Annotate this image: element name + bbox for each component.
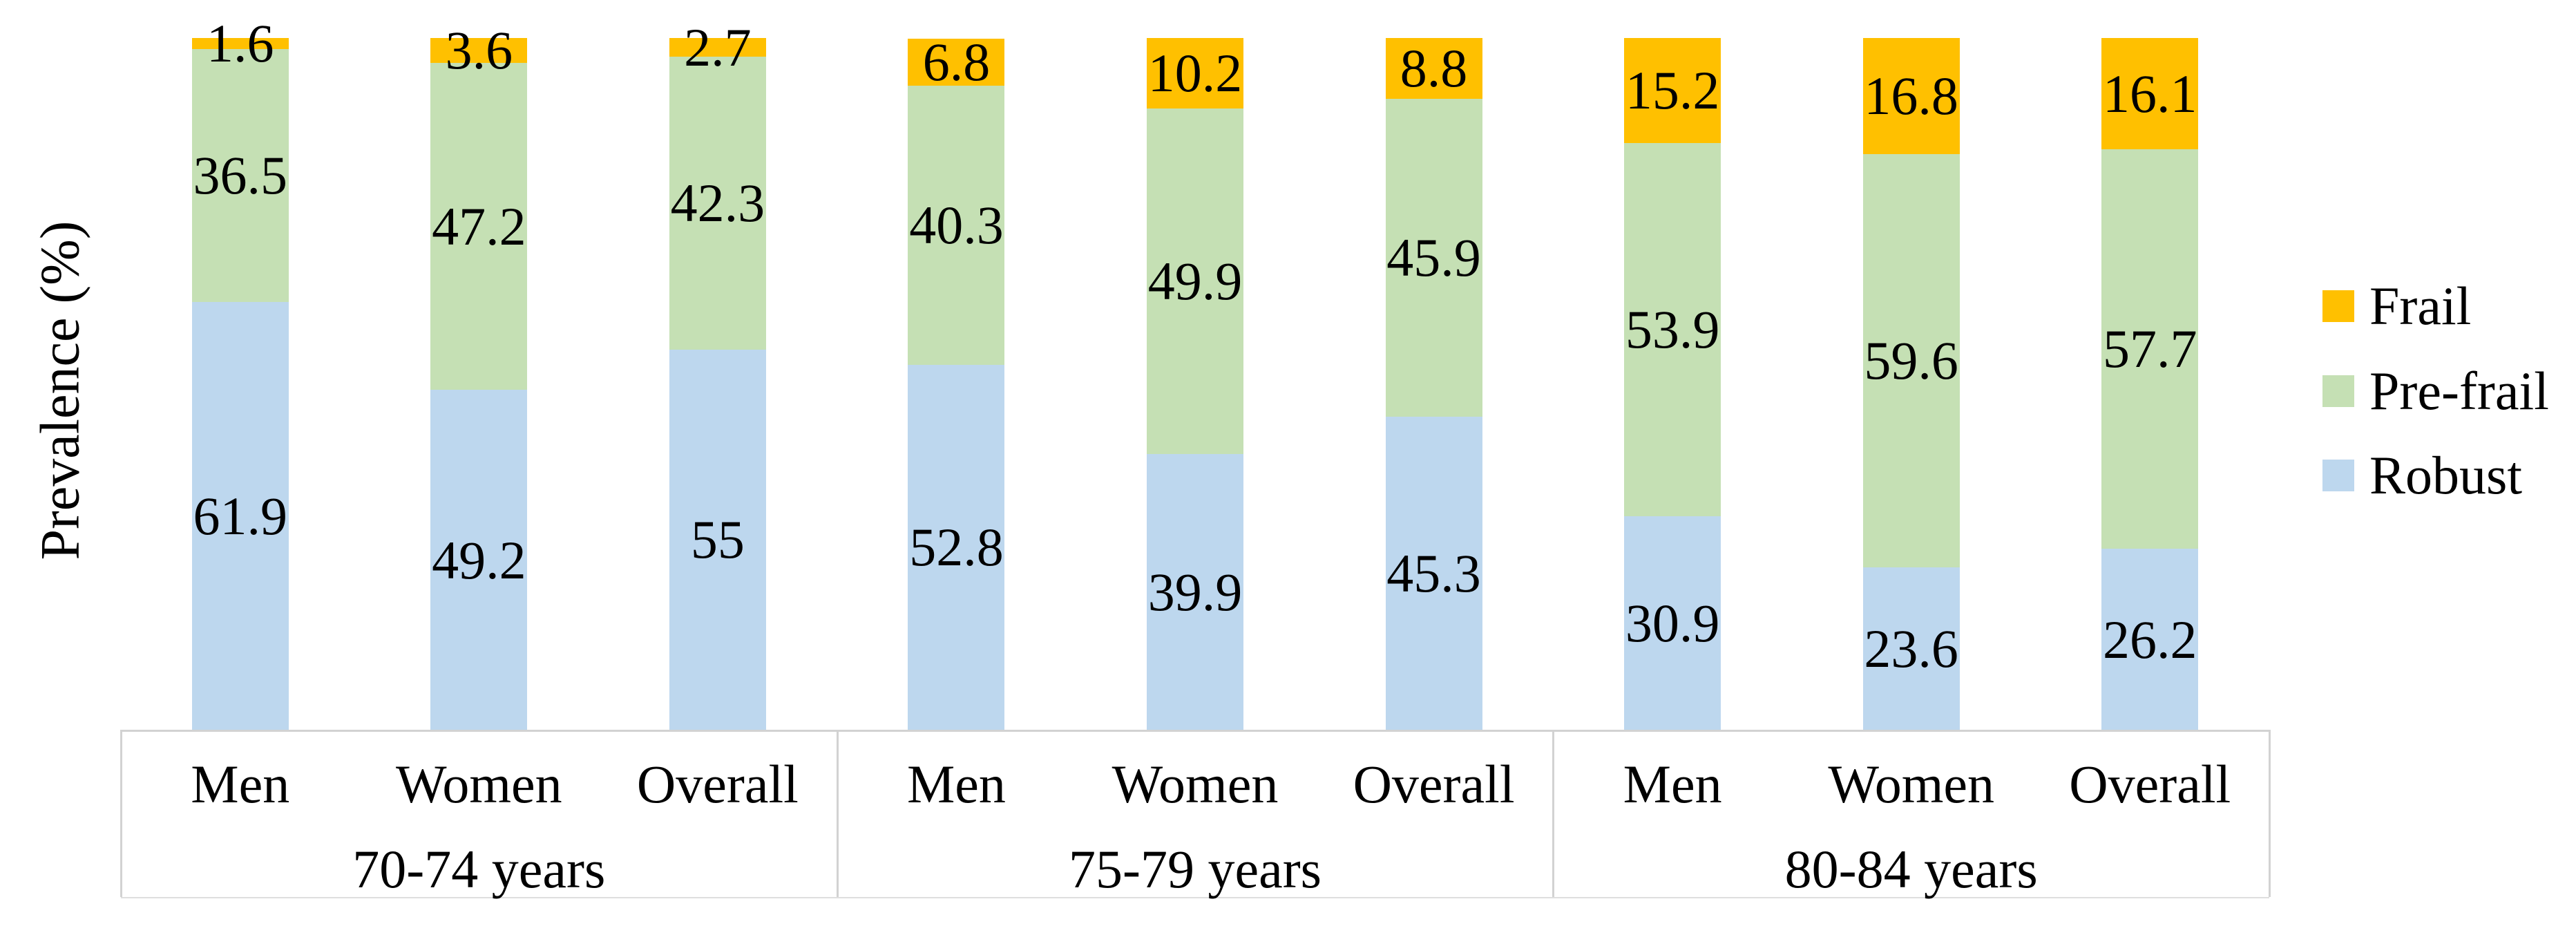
data-label: 10.2	[1147, 43, 1243, 104]
legend-swatch-pre-frail-icon	[2322, 375, 2354, 407]
bar-segment-robust	[1385, 417, 1482, 730]
group-label: 75-79 years	[1068, 839, 1322, 899]
bar-segment-robust	[430, 390, 528, 730]
bar-segment-frail	[430, 38, 528, 64]
bar-segment-pre-frail	[908, 86, 1005, 365]
legend-swatch-robust-icon	[2322, 460, 2354, 491]
data-label: 26.2	[2102, 609, 2197, 670]
data-label: 30.9	[1625, 593, 1720, 654]
category-label: Women	[1112, 754, 1279, 814]
bar-segment-frail	[669, 38, 766, 57]
axis-bottom-border	[121, 897, 2269, 898]
data-label: 36.5	[193, 144, 288, 205]
data-label: 47.2	[432, 196, 526, 256]
bar-segment-frail	[1862, 38, 1960, 155]
bar-segment-robust	[1862, 567, 1960, 730]
data-label: 16.1	[2102, 63, 2197, 124]
bar-segment-pre-frail	[1624, 143, 1721, 517]
category-label: Men	[906, 754, 1006, 814]
data-label: 42.3	[670, 172, 765, 233]
category-label: Men	[1623, 754, 1722, 814]
bar-segment-frail	[1147, 38, 1243, 109]
legend-label: Frail	[2369, 276, 2472, 336]
x-axis-line	[121, 730, 2269, 732]
category-label: Overall	[1353, 754, 1515, 814]
category-label: Women	[395, 754, 562, 814]
bar-segment-frail	[1385, 38, 1482, 100]
data-label: 1.6	[207, 13, 274, 74]
bar-segment-robust	[669, 349, 766, 730]
group-divider	[2269, 730, 2271, 897]
data-label: 49.9	[1147, 251, 1243, 312]
group-divider	[836, 730, 839, 897]
bar-segment-pre-frail	[669, 57, 766, 350]
data-label: 55	[690, 509, 745, 570]
data-label: 2.7	[684, 17, 752, 77]
data-label: 45.3	[1386, 543, 1481, 604]
bar-segment-frail	[908, 39, 1005, 86]
bar-segment-robust	[908, 364, 1005, 730]
bar-segment-pre-frail	[1147, 108, 1243, 455]
group-label: 80-84 years	[1784, 839, 2038, 899]
data-label: 59.6	[1864, 330, 1958, 390]
bar-segment-robust	[1147, 454, 1243, 730]
bar-segment-robust	[2101, 549, 2199, 730]
data-label: 39.9	[1147, 562, 1243, 623]
category-label: Overall	[2069, 754, 2231, 814]
legend-label: Pre-frail	[2369, 361, 2549, 421]
bar-segment-pre-frail	[2101, 149, 2199, 549]
bar-segment-frail	[2101, 38, 2199, 150]
category-label: Overall	[636, 754, 799, 814]
data-label: 8.8	[1400, 38, 1468, 99]
data-label: 15.2	[1625, 60, 1720, 121]
data-label: 3.6	[445, 20, 513, 81]
category-label: Women	[1828, 754, 1994, 814]
category-label: Men	[191, 754, 290, 814]
bar-segment-robust	[1624, 516, 1721, 730]
data-label: 53.9	[1625, 299, 1720, 360]
data-label: 57.7	[2102, 319, 2197, 379]
group-divider	[1552, 730, 1555, 897]
group-label: 70-74 years	[352, 839, 606, 899]
bar-segment-frail	[191, 38, 289, 50]
data-label: 52.8	[909, 517, 1004, 578]
legend-label: Robust	[2369, 445, 2523, 505]
data-label: 49.2	[432, 529, 526, 590]
legend-swatch-frail-icon	[2322, 290, 2354, 322]
data-label: 40.3	[909, 195, 1004, 256]
y-axis-title: Prevalence (%)	[30, 220, 91, 560]
data-label: 6.8	[922, 32, 991, 93]
data-label: 16.8	[1864, 66, 1958, 126]
bar-segment-frail	[1624, 38, 1721, 144]
bar-segment-pre-frail	[1385, 99, 1482, 417]
bar-segment-pre-frail	[430, 63, 528, 390]
data-label: 45.9	[1386, 227, 1481, 288]
bar-segment-pre-frail	[191, 49, 289, 302]
data-label: 23.6	[1864, 618, 1958, 679]
bar-segment-pre-frail	[1862, 154, 1960, 567]
group-divider	[120, 730, 122, 897]
data-label: 61.9	[193, 485, 288, 546]
bar-segment-robust	[191, 301, 289, 730]
